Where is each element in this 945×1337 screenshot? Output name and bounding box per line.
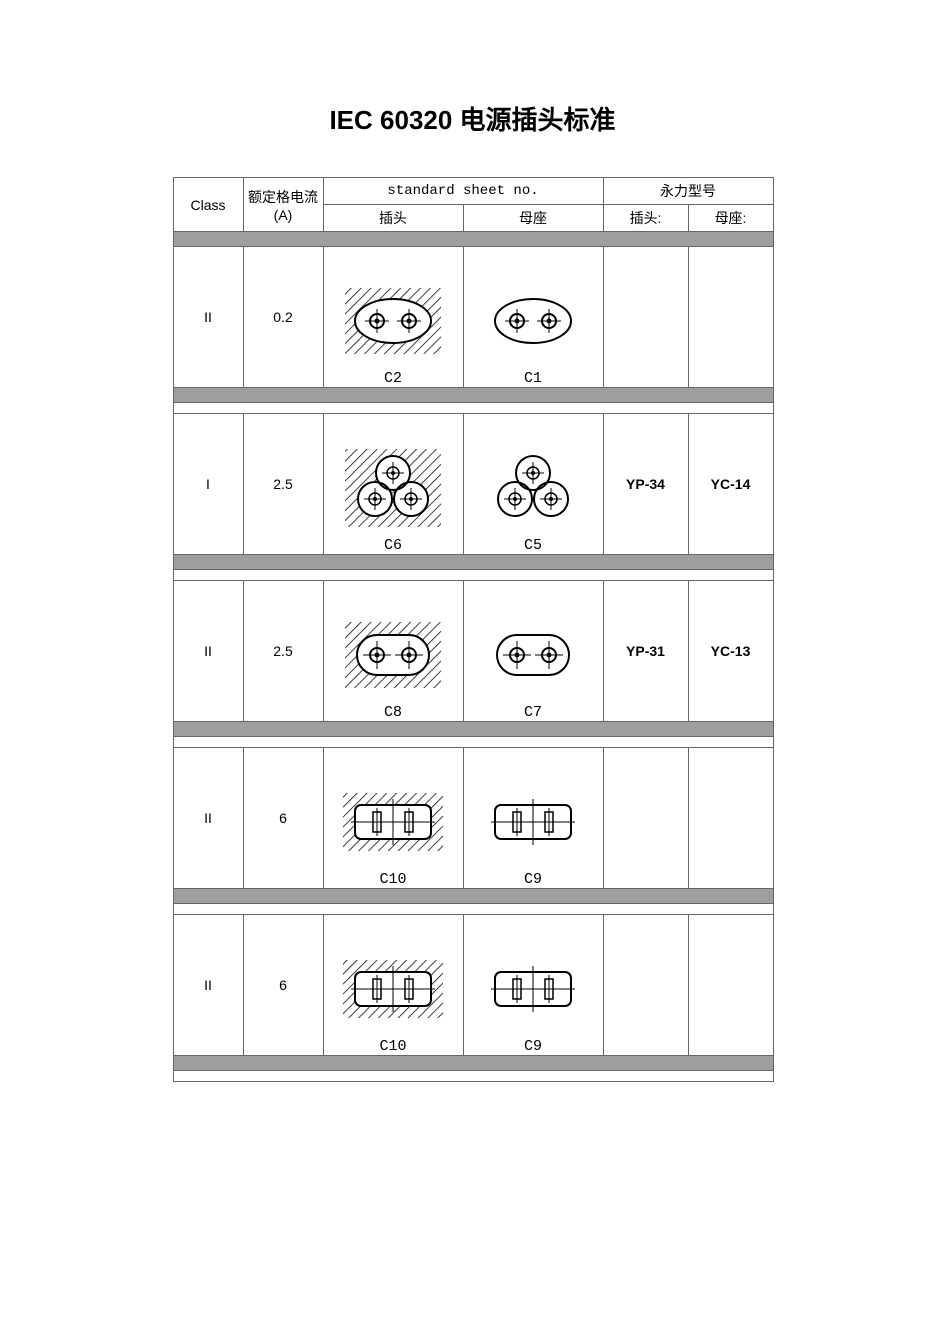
connector-c1-icon [473,276,593,366]
connector-c2-icon [333,276,453,366]
connector-diagram-cell: C10 [323,915,463,1056]
connector-table: Class 额定格电流(A) standard sheet no. 永力型号 插… [173,177,774,1082]
cell-class: II [173,748,243,889]
table-wrapper: Class 额定格电流(A) standard sheet no. 永力型号 插… [173,177,773,1082]
connector-diagram-cell: C7 [463,581,603,722]
cell-current: 2.5 [243,414,323,555]
connector-diagram-cell: C5 [463,414,603,555]
connector-label: C8 [384,704,402,721]
connector-c10-icon [333,944,453,1034]
connector-c8-icon [333,610,453,700]
connector-label: C7 [524,704,542,721]
connector-label: C9 [524,871,542,888]
table-row: II2.5 C8 C7 YP-31YC-13 [173,581,773,722]
table-row: I2.5 C6 C5 YP-34YC-14 [173,414,773,555]
cell-yc-model [688,748,773,889]
cell-current: 6 [243,915,323,1056]
connector-diagram-cell: C9 [463,748,603,889]
connector-label: C9 [524,1038,542,1055]
header-socket: 母座 [463,205,603,232]
connector-c9-icon [473,777,593,867]
connector-c6-icon [333,443,453,533]
connector-diagram-cell: C2 [323,247,463,388]
table-row: II6 C10 C9 [173,748,773,889]
header-yongli: 永力型号 [603,178,773,205]
connector-diagram-cell: C10 [323,748,463,889]
document-page: IEC 60320 电源插头标准 Class 额定格电流(A) standard… [0,0,945,1337]
cell-class: II [173,915,243,1056]
header-plug: 插头 [323,205,463,232]
separator-row-dark [173,232,773,247]
connector-diagram-cell: C6 [323,414,463,555]
cell-yc-model[interactable]: YC-14 [688,414,773,555]
connector-label: C6 [384,537,402,554]
cell-current: 0.2 [243,247,323,388]
cell-yp-model[interactable]: YP-31 [603,581,688,722]
cell-class: II [173,247,243,388]
cell-current: 6 [243,748,323,889]
connector-c7-icon [473,610,593,700]
cell-class: I [173,414,243,555]
header-yc: 母座: [688,205,773,232]
header-yp: 插头: [603,205,688,232]
connector-label: C10 [379,1038,406,1055]
cell-yp-model[interactable]: YP-34 [603,414,688,555]
separator-row-thin [173,570,773,581]
table-row: II6 C10 C9 [173,915,773,1056]
table-header-row-1: Class 额定格电流(A) standard sheet no. 永力型号 [173,178,773,205]
cell-current: 2.5 [243,581,323,722]
separator-row-thin [173,1071,773,1082]
connector-label: C10 [379,871,406,888]
cell-yp-model [603,247,688,388]
cell-yp-model [603,915,688,1056]
connector-diagram-cell: C8 [323,581,463,722]
separator-row-dark [173,722,773,737]
connector-label: C2 [384,370,402,387]
separator-row-thin [173,904,773,915]
separator-row-dark [173,889,773,904]
separator-row-dark [173,1056,773,1071]
table-row: II0.2 C2 C1 [173,247,773,388]
separator-row-dark [173,555,773,570]
connector-label: C5 [524,537,542,554]
connector-c9-icon [473,944,593,1034]
connector-c5-icon [473,443,593,533]
cell-yc-model [688,247,773,388]
connector-diagram-cell: C9 [463,915,603,1056]
connector-diagram-cell: C1 [463,247,603,388]
separator-row-thin [173,403,773,414]
header-std-sheet: standard sheet no. [323,178,603,205]
cell-yp-model [603,748,688,889]
page-title: IEC 60320 电源插头标准 [0,100,945,137]
separator-row-dark [173,388,773,403]
separator-row-thin [173,737,773,748]
header-class: Class [173,178,243,232]
connector-label: C1 [524,370,542,387]
cell-yc-model [688,915,773,1056]
header-current: 额定格电流(A) [243,178,323,232]
cell-yc-model[interactable]: YC-13 [688,581,773,722]
cell-class: II [173,581,243,722]
connector-c10-icon [333,777,453,867]
